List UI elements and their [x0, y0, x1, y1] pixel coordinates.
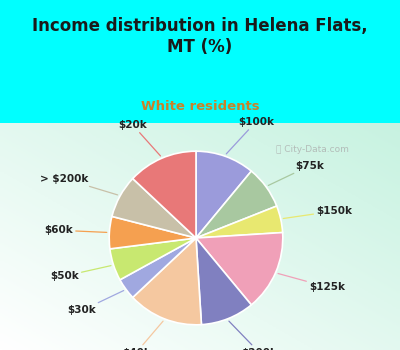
- Text: Income distribution in Helena Flats,
MT (%): Income distribution in Helena Flats, MT …: [32, 17, 368, 56]
- Text: $100k: $100k: [226, 117, 274, 154]
- Wedge shape: [109, 216, 196, 249]
- Wedge shape: [196, 151, 251, 238]
- Text: $20k: $20k: [118, 120, 160, 156]
- Text: $200k: $200k: [229, 321, 277, 350]
- Text: > $200k: > $200k: [40, 174, 118, 195]
- Text: $30k: $30k: [68, 290, 124, 315]
- Wedge shape: [133, 151, 196, 238]
- Wedge shape: [120, 238, 196, 298]
- Wedge shape: [196, 206, 283, 238]
- Text: $75k: $75k: [268, 161, 324, 186]
- Wedge shape: [112, 178, 196, 238]
- Text: $150k: $150k: [283, 206, 352, 218]
- Text: $125k: $125k: [278, 273, 345, 292]
- Text: ⓘ City-Data.com: ⓘ City-Data.com: [276, 145, 348, 154]
- Wedge shape: [196, 238, 251, 325]
- Text: White residents: White residents: [141, 100, 259, 113]
- Wedge shape: [110, 238, 196, 280]
- Text: $50k: $50k: [50, 266, 111, 281]
- Text: $40k: $40k: [122, 321, 163, 350]
- Wedge shape: [196, 232, 283, 305]
- Wedge shape: [196, 171, 277, 238]
- Text: $60k: $60k: [44, 225, 107, 235]
- Wedge shape: [133, 238, 202, 325]
